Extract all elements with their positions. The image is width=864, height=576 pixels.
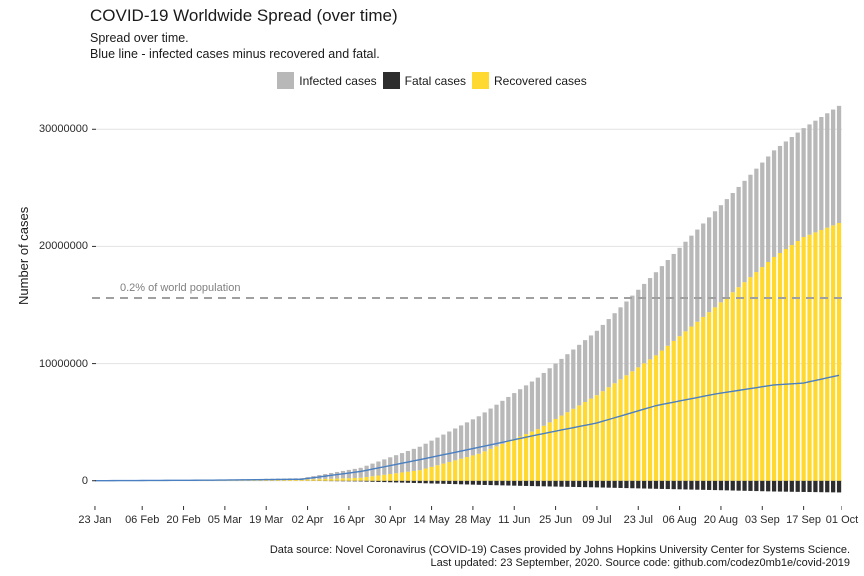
chart-title: COVID-19 Worldwide Spread (over time) bbox=[90, 6, 398, 26]
legend-swatch-infected bbox=[277, 72, 294, 89]
y-tick-label: 20000000 bbox=[39, 240, 88, 252]
y-axis-label: Number of cases bbox=[16, 207, 31, 305]
x-tick-label: 28 May bbox=[455, 514, 491, 526]
legend-item-infected: Infected cases bbox=[277, 72, 376, 89]
x-tick-label: 23 Jul bbox=[624, 514, 653, 526]
chart-svg bbox=[92, 100, 842, 510]
x-tick-label: 16 Apr bbox=[333, 514, 365, 526]
x-tick-label: 01 Oct bbox=[826, 514, 858, 526]
annotation-label: 0.2% of world population bbox=[120, 282, 240, 294]
legend-swatch-recovered bbox=[472, 72, 489, 89]
x-tick-label: 02 Apr bbox=[292, 514, 324, 526]
x-tick-label: 25 Jun bbox=[539, 514, 572, 526]
chart-subtitle: Spread over time. Blue line - infected c… bbox=[90, 30, 380, 63]
legend-item-recovered: Recovered cases bbox=[472, 72, 587, 89]
y-tick-label: 10000000 bbox=[39, 358, 88, 370]
x-tick-label: 09 Jul bbox=[582, 514, 611, 526]
legend: Infected cases Fatal cases Recovered cas… bbox=[0, 72, 864, 89]
y-tick-label: 0 bbox=[82, 475, 88, 487]
legend-item-fatal: Fatal cases bbox=[383, 72, 466, 89]
x-tick-label: 06 Feb bbox=[125, 514, 159, 526]
x-tick-label: 30 Apr bbox=[374, 514, 406, 526]
x-tick-label: 20 Aug bbox=[704, 514, 738, 526]
x-tick-label: 14 May bbox=[414, 514, 450, 526]
legend-label-recovered: Recovered cases bbox=[494, 74, 587, 88]
chart-caption: Data source: Novel Coronavirus (COVID-19… bbox=[270, 544, 850, 570]
legend-label-fatal: Fatal cases bbox=[405, 74, 466, 88]
plot-area bbox=[92, 100, 842, 510]
x-tick-label: 23 Jan bbox=[78, 514, 111, 526]
x-tick-label: 17 Sep bbox=[786, 514, 821, 526]
x-tick-label: 20 Feb bbox=[166, 514, 200, 526]
legend-label-infected: Infected cases bbox=[299, 74, 376, 88]
x-tick-label: 19 Mar bbox=[249, 514, 283, 526]
x-tick-label: 06 Aug bbox=[662, 514, 696, 526]
x-tick-label: 05 Mar bbox=[208, 514, 242, 526]
y-tick-label: 30000000 bbox=[39, 123, 88, 135]
x-tick-label: 03 Sep bbox=[745, 514, 780, 526]
legend-swatch-fatal bbox=[383, 72, 400, 89]
x-tick-label: 11 Jun bbox=[498, 514, 530, 526]
